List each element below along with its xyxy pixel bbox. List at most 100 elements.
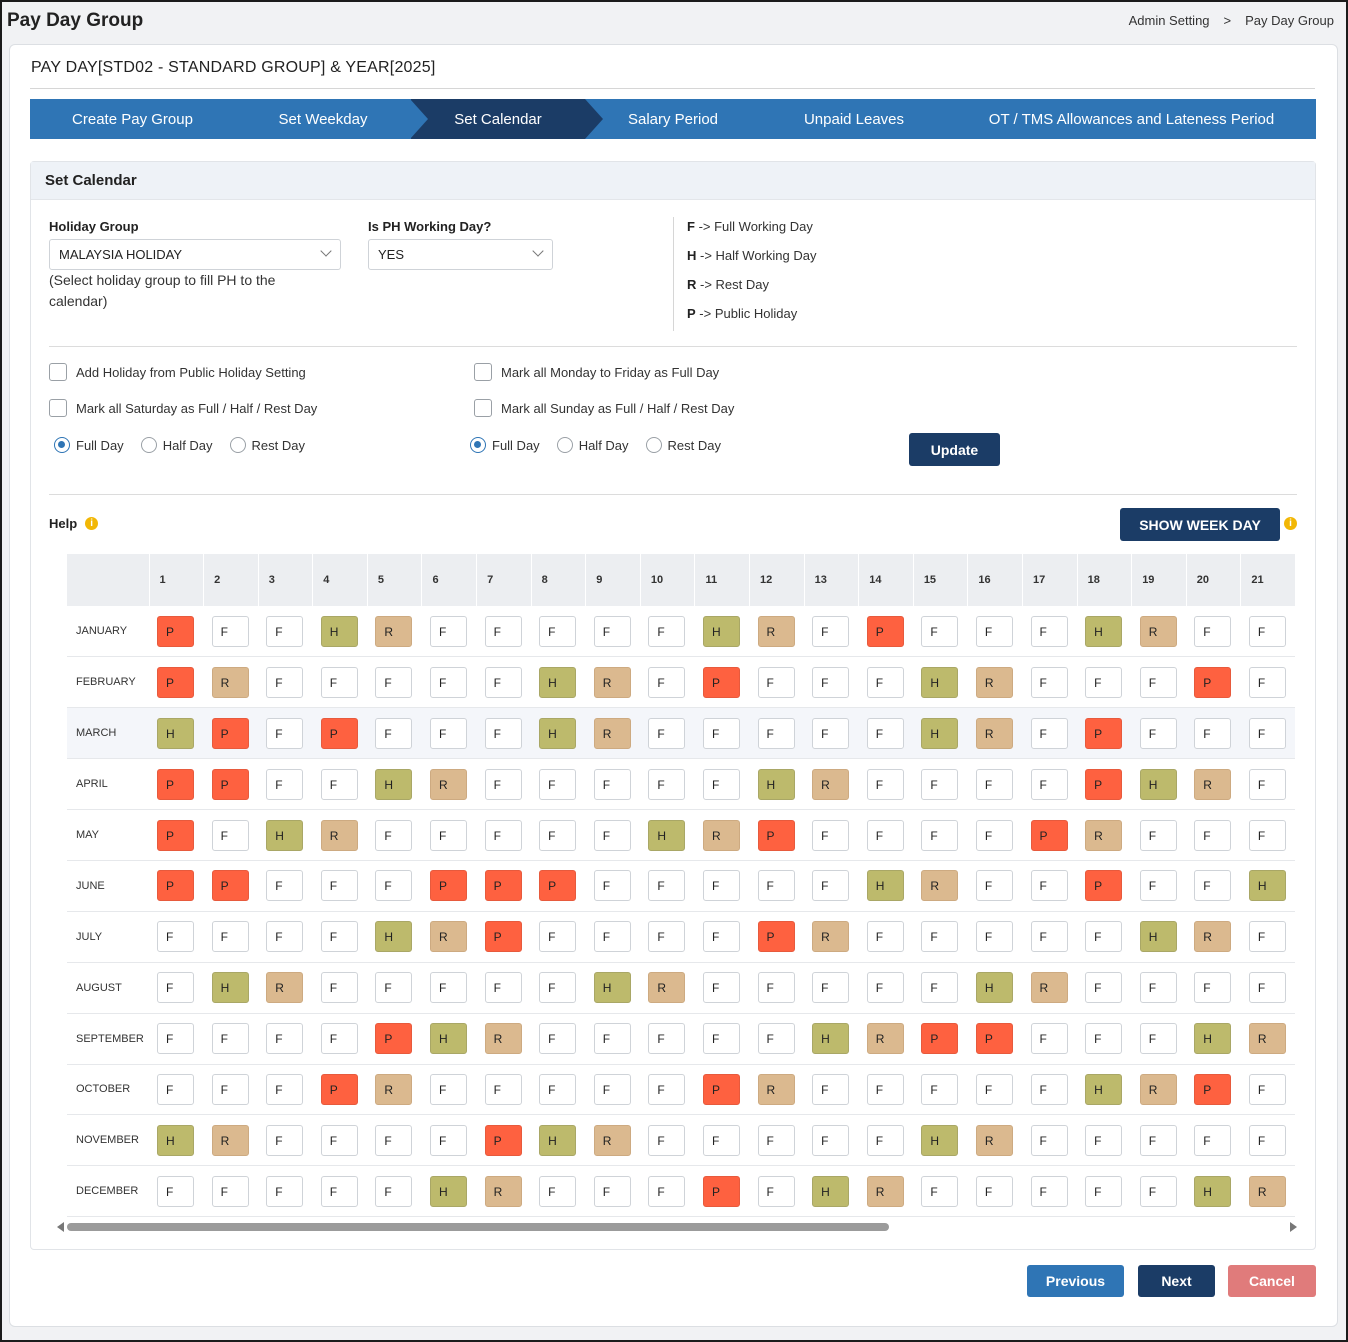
next-button[interactable]: Next [1138,1265,1215,1297]
day-code-input[interactable]: F [593,1175,631,1207]
day-code-input[interactable]: F [157,921,194,953]
day-code-input[interactable]: F [757,717,795,749]
day-code-input[interactable]: R [1085,819,1123,851]
day-code-input[interactable]: F [266,1073,304,1105]
saturday-radio-rest[interactable]: Rest Day [229,437,305,453]
day-code-input[interactable]: F [975,819,1013,851]
day-code-input[interactable]: R [1194,921,1232,953]
day-code-input[interactable]: F [1248,768,1286,800]
day-code-input[interactable]: F [648,1124,686,1156]
day-code-input[interactable]: F [593,921,631,953]
day-code-input[interactable]: R [211,666,249,698]
day-code-input[interactable]: P [320,717,358,749]
day-code-input[interactable]: F [593,819,631,851]
day-code-input[interactable]: H [539,717,577,749]
day-code-input[interactable]: F [211,819,249,851]
day-code-input[interactable]: R [1030,972,1068,1004]
day-code-input[interactable]: F [1194,972,1232,1004]
day-code-input[interactable]: R [429,921,467,953]
day-code-input[interactable]: F [702,1023,740,1055]
day-code-input[interactable]: F [1030,768,1068,800]
day-code-input[interactable]: H [375,921,413,953]
day-code-input[interactable]: H [1194,1175,1232,1207]
day-code-input[interactable]: H [266,819,304,851]
day-code-input[interactable]: F [429,717,467,749]
day-code-input[interactable]: F [921,819,959,851]
day-code-input[interactable]: F [1248,972,1286,1004]
day-code-input[interactable]: R [375,615,413,647]
day-code-input[interactable]: F [1085,1023,1123,1055]
step-create-pay-group[interactable]: Create Pay Group [72,110,193,128]
day-code-input[interactable]: F [429,615,467,647]
day-code-input[interactable]: F [975,1073,1013,1105]
day-code-input[interactable]: F [812,870,850,902]
day-code-input[interactable]: F [975,870,1013,902]
day-code-input[interactable]: F [429,666,467,698]
day-code-input[interactable]: R [702,819,740,851]
day-code-input[interactable]: F [702,921,740,953]
day-code-input[interactable]: F [211,615,249,647]
day-code-input[interactable]: F [1139,972,1177,1004]
saturday-radio-half[interactable]: Half Day [140,437,213,453]
day-code-input[interactable]: F [1030,921,1068,953]
day-code-input[interactable]: H [429,1175,467,1207]
day-code-input[interactable]: F [921,615,959,647]
info-icon[interactable]: i [85,517,99,530]
day-code-input[interactable]: F [1139,1175,1177,1207]
day-code-input[interactable]: F [1085,666,1123,698]
day-code-input[interactable]: F [921,1175,959,1207]
day-code-input[interactable]: H [648,819,686,851]
step-salary-period[interactable]: Salary Period [627,110,719,128]
day-code-input[interactable]: F [1030,870,1068,902]
step-set-calendar[interactable]: Set Calendar [410,99,603,139]
day-code-input[interactable]: F [1139,717,1177,749]
day-code-input[interactable]: F [157,1073,194,1105]
step-set-weekday[interactable]: Set Weekday [278,110,368,128]
day-code-input[interactable]: H [1194,1023,1232,1055]
day-code-input[interactable]: F [702,717,740,749]
day-code-input[interactable]: F [1194,870,1232,902]
day-code-input[interactable]: F [1194,615,1232,647]
saturday-checkbox[interactable] [49,399,67,417]
day-code-input[interactable]: F [866,666,904,698]
add-holiday-checkbox[interactable] [49,363,67,381]
day-code-input[interactable]: F [484,819,522,851]
day-code-input[interactable]: F [375,666,413,698]
day-code-input[interactable]: R [484,1175,522,1207]
day-code-input[interactable]: F [812,1073,850,1105]
day-code-input[interactable]: F [484,717,522,749]
day-code-input[interactable]: R [429,768,467,800]
sunday-option[interactable]: Mark all Sunday as Full / Half / Rest Da… [474,399,734,417]
day-code-input[interactable]: F [1139,1023,1177,1055]
day-code-input[interactable]: F [1085,1175,1123,1207]
radio[interactable] [229,437,246,453]
day-code-input[interactable]: F [921,972,959,1004]
show-week-day-button[interactable]: SHOW WEEK DAY [1120,508,1280,541]
day-code-input[interactable]: R [1248,1023,1286,1055]
day-code-input[interactable]: R [266,972,304,1004]
scroll-right-icon[interactable] [1290,1222,1297,1232]
day-code-input[interactable]: F [812,666,850,698]
day-code-input[interactable]: P [1085,717,1123,749]
day-code-input[interactable]: H [320,615,358,647]
day-code-input[interactable]: R [648,972,686,1004]
ph-working-select[interactable]: YES [368,239,553,270]
day-code-input[interactable]: R [812,921,850,953]
day-code-input[interactable]: F [211,921,249,953]
day-code-input[interactable]: F [429,819,467,851]
day-code-input[interactable]: F [812,819,850,851]
day-code-input[interactable]: F [539,768,577,800]
day-code-input[interactable]: F [484,1073,522,1105]
day-code-input[interactable]: P [429,870,467,902]
day-code-input[interactable]: H [866,870,904,902]
day-code-input[interactable]: F [375,819,413,851]
day-code-input[interactable]: F [812,615,850,647]
day-code-input[interactable]: F [539,972,577,1004]
day-code-input[interactable]: F [1139,1124,1177,1156]
day-code-input[interactable]: F [211,1023,249,1055]
day-code-input[interactable]: R [593,666,631,698]
day-code-input[interactable]: R [975,1124,1013,1156]
day-code-input[interactable]: F [757,870,795,902]
day-code-input[interactable]: F [702,1124,740,1156]
day-code-input[interactable]: R [1248,1175,1286,1207]
